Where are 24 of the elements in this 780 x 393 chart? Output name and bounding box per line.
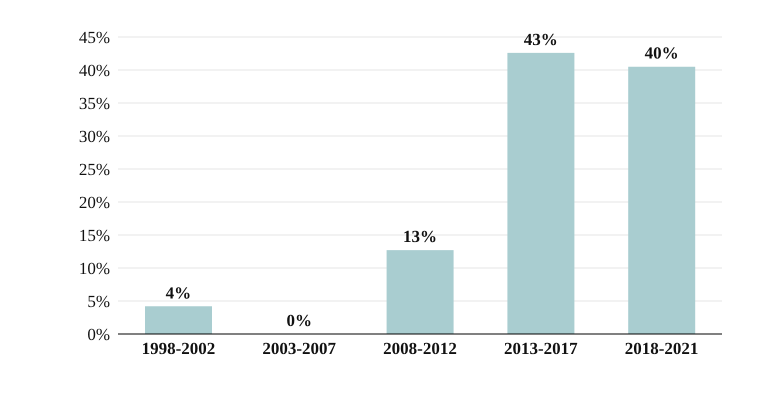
y-tick-label: 35% bbox=[78, 94, 110, 114]
y-tick-label: 5% bbox=[87, 292, 110, 312]
data-label: 13% bbox=[403, 227, 437, 246]
y-tick-label: 40% bbox=[78, 61, 110, 80]
bar bbox=[145, 306, 212, 334]
bar bbox=[507, 52, 574, 334]
y-tick-label: 45% bbox=[78, 28, 110, 48]
y-tick-label: 30% bbox=[78, 127, 110, 146]
y-tick-label: 0% bbox=[87, 325, 110, 344]
data-label: 0% bbox=[286, 311, 312, 330]
y-tick-label: 25% bbox=[78, 160, 110, 180]
y-tick-label: 10% bbox=[78, 259, 110, 278]
x-tick-label: 2018-2021 bbox=[624, 339, 698, 358]
x-tick-label: 2003-2007 bbox=[262, 339, 337, 358]
data-label: 4% bbox=[166, 283, 192, 302]
x-tick-label: 1998-2002 bbox=[142, 339, 216, 358]
data-label: 43% bbox=[524, 30, 558, 49]
x-tick-label: 2013-2017 bbox=[504, 339, 578, 358]
data-label: 40% bbox=[644, 44, 679, 63]
y-tick-label: 15% bbox=[78, 226, 110, 246]
y-tick-label: 20% bbox=[78, 193, 110, 212]
x-tick-label: 2008-2012 bbox=[383, 339, 457, 358]
bar bbox=[386, 250, 454, 334]
bar bbox=[628, 66, 696, 334]
